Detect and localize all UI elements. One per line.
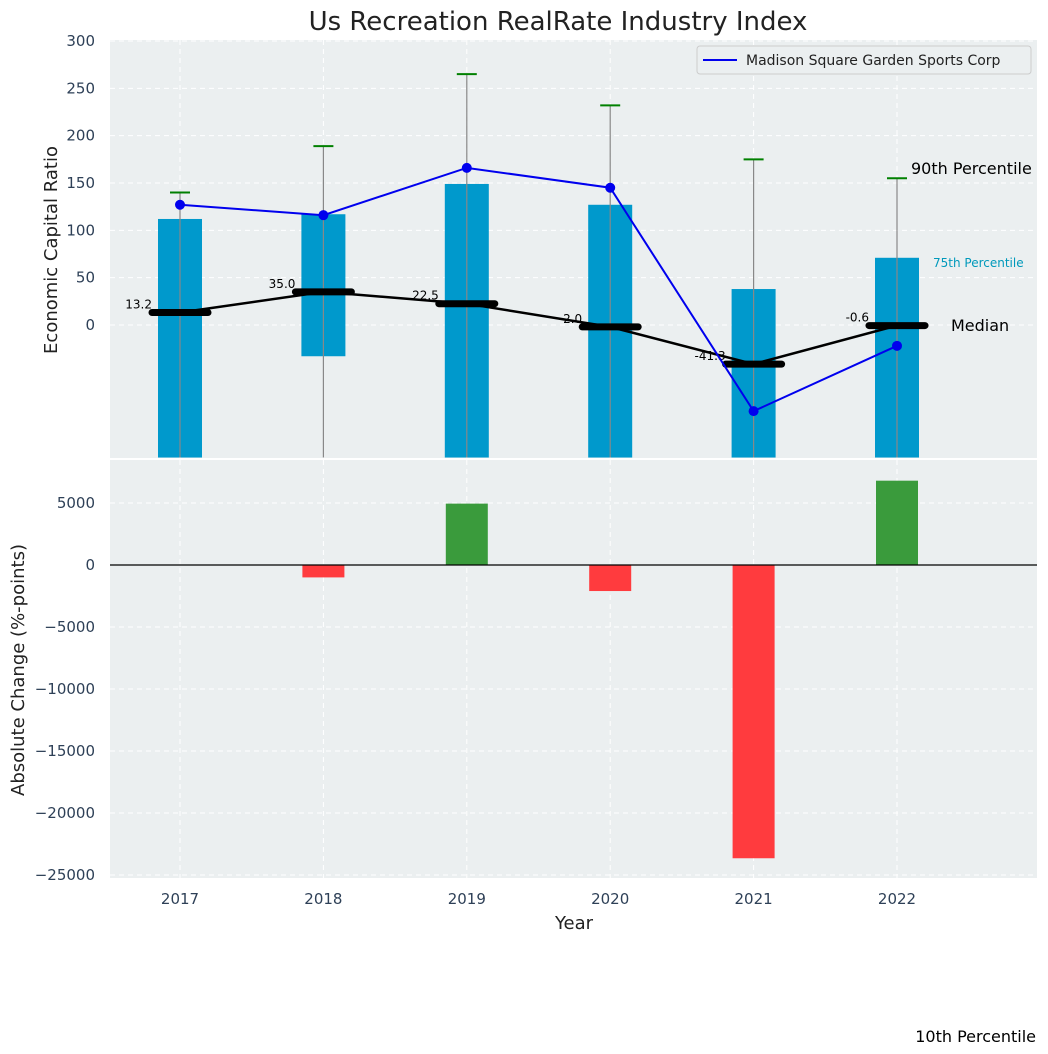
top-y-tick-label: 0	[85, 316, 95, 334]
bottom-y-tick-label: 5000	[57, 494, 95, 512]
company-point	[318, 210, 329, 221]
top-y-tick-label: 50	[76, 269, 95, 287]
median-value-label: -41.3	[695, 349, 726, 363]
x-tick-label: 2022	[878, 890, 916, 908]
change-bar	[302, 565, 345, 578]
change-bar	[876, 480, 918, 565]
bottom-y-axis-label: Absolute Change (%-points)	[8, 544, 29, 796]
top-y-tick-label: 150	[66, 174, 95, 192]
percentile-whiskers	[170, 73, 907, 458]
median-value-label: -0.6	[846, 311, 869, 325]
company-series	[175, 162, 902, 417]
top-y-ticks: 0 50 100 150 200 250 300	[66, 32, 95, 334]
top-y-tick-label: 300	[66, 32, 95, 50]
bottom-y-tick-label: −15000	[35, 742, 95, 760]
x-tick-label: 2021	[735, 890, 773, 908]
x-tick-label: 2018	[304, 890, 342, 908]
bottom-gridlines	[110, 460, 1037, 878]
annotation-75th: 75th Percentile	[933, 256, 1024, 270]
x-axis-label: Year	[554, 913, 594, 934]
annotation-median: Median	[951, 316, 1009, 335]
top-y-tick-label: 200	[66, 127, 95, 145]
x-tick-label: 2019	[448, 890, 486, 908]
bottom-y-tick-label: −20000	[35, 804, 95, 822]
bottom-y-tick-label: −25000	[35, 866, 95, 884]
top-y-tick-label: 250	[66, 79, 95, 97]
median-value-label: -2.0	[559, 312, 582, 326]
legend: Madison Square Garden Sports Corp	[696, 45, 1032, 75]
company-point	[892, 340, 902, 351]
bottom-y-tick-label: −5000	[44, 618, 95, 636]
x-tick-labels: 2017 2018 2019 2020 2021 2022	[161, 890, 916, 908]
top-y-tick-label: 100	[66, 221, 95, 239]
change-bars	[302, 480, 918, 859]
company-point	[748, 406, 759, 417]
change-bar	[732, 565, 775, 859]
company-point	[175, 199, 185, 210]
legend-box	[696, 45, 1032, 75]
top-y-axis-label: Economic Capital Ratio	[41, 146, 62, 354]
bottom-y-tick-label: −10000	[35, 680, 95, 698]
company-point	[605, 182, 616, 193]
x-tick-label: 2017	[161, 890, 199, 908]
median-value-label: 13.2	[125, 298, 152, 312]
change-bar	[445, 503, 488, 565]
median-series: 13.2 35.0 22.5 -2.0 -41.3 -0.6	[125, 277, 929, 368]
median-value-label: 35.0	[269, 277, 296, 291]
x-tick-label: 2020	[591, 890, 629, 908]
bottom-y-ticks: 5000 0 −5000 −10000 −15000 −20000 −25000	[35, 494, 95, 884]
annotation-90th: 90th Percentile	[911, 159, 1032, 178]
company-point	[461, 162, 472, 173]
change-bar	[589, 565, 632, 592]
chart-title: Us Recreation RealRate Industry Index	[309, 7, 808, 37]
company-line	[179, 166, 898, 413]
bottom-y-tick-label: 0	[85, 556, 95, 574]
median-value-label: 22.5	[412, 289, 439, 303]
annotation-10th: 10th Percentile	[915, 1027, 1036, 1046]
legend-label: Madison Square Garden Sports Corp	[746, 53, 1001, 69]
